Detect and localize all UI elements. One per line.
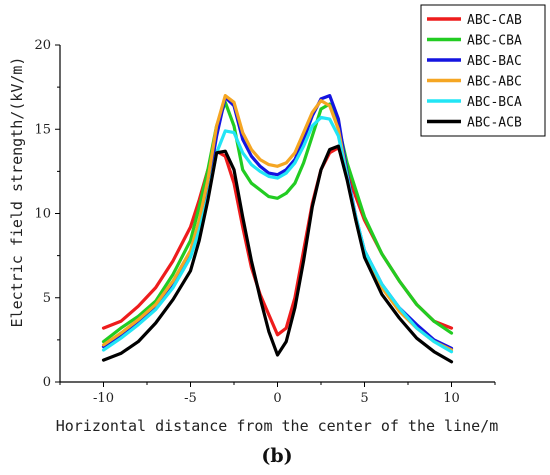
legend-label: ABC-CAB — [467, 13, 522, 28]
series-lines — [101, 93, 454, 364]
figure-caption: (b) — [261, 445, 292, 467]
legend-box — [420, 4, 546, 137]
y-tick-label: 20 — [34, 38, 51, 53]
x-tick-label: -10 — [93, 391, 114, 406]
y-tick-label: 0 — [43, 375, 51, 390]
legend-label: ABC-BCA — [467, 95, 522, 110]
x-tick-label: 5 — [360, 391, 368, 406]
y-tick-label: 15 — [34, 122, 51, 137]
legend: ABC-CAB ABC-CBA ABC-BAC ABC-ABC ABC-BCA ABC-A… — [420, 4, 546, 137]
x-tick-label: -5 — [184, 391, 197, 406]
legend-label: ABC-ACB — [467, 116, 522, 131]
x-tick-label: 10 — [443, 391, 460, 406]
axes — [55, 44, 496, 387]
legend-label: ABC-ABC — [467, 75, 522, 90]
x-tick-label: 0 — [273, 391, 281, 406]
y-axis-title: Electric field strength/(kV/m) — [8, 57, 26, 328]
x-axis-title: Horizontal distance from the center of t… — [56, 417, 499, 435]
y-tick-label: 10 — [34, 207, 51, 222]
legend-label: ABC-BAC — [467, 54, 522, 69]
series-line-abc-abc — [101, 93, 454, 352]
tick-labels: -10 -5 0 5 10 0 5 10 15 20 — [34, 38, 459, 406]
y-tick-label: 5 — [43, 291, 51, 306]
legend-label: ABC-CBA — [467, 34, 522, 49]
series-line-abc-cba — [101, 100, 454, 344]
series-line-abc-acb — [101, 144, 454, 364]
